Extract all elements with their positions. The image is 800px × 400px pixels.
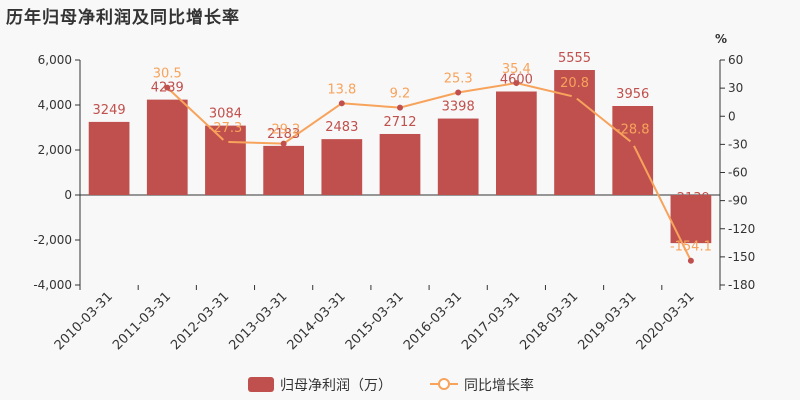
data-labels: 3249 4239 3084 2183 2483 2712 3398 4600 5555 3956… bbox=[93, 51, 712, 255]
point-value-label: -29.2 bbox=[267, 123, 301, 138]
bar bbox=[554, 70, 595, 195]
left-axis-tick-label: -2,000 bbox=[33, 233, 72, 247]
bar bbox=[379, 133, 421, 195]
chart-title: 历年归母净利润及同比增长率 bbox=[6, 8, 240, 28]
right-axis-tick-label: -120 bbox=[728, 222, 755, 236]
line-series bbox=[164, 80, 694, 264]
growth-rate-point bbox=[280, 140, 287, 147]
point-value-label: 25.3 bbox=[444, 72, 473, 87]
x-axis-tick-label: 2017-03-31 bbox=[459, 289, 523, 353]
bar bbox=[496, 91, 537, 195]
left-axis-tick-label: 2,000 bbox=[38, 143, 72, 157]
bar bbox=[612, 105, 654, 195]
point-value-label: 35.4 bbox=[502, 62, 531, 77]
bar bbox=[205, 125, 246, 195]
right-axis-tick-label: 30 bbox=[728, 81, 743, 95]
point-value-label: -28.8 bbox=[616, 122, 650, 137]
growth-rate-point bbox=[629, 140, 636, 147]
bar-value-label: -2139 bbox=[672, 191, 710, 206]
bar bbox=[88, 121, 130, 195]
right-axis-tick-label: -180 bbox=[728, 278, 755, 292]
right-axis-tick-label: -150 bbox=[728, 250, 755, 264]
right-axis-unit: % bbox=[715, 32, 727, 46]
right-axis-tick-label: -90 bbox=[728, 194, 748, 208]
bar-value-label: 2712 bbox=[383, 115, 416, 130]
legend-bar-swatch[interactable] bbox=[248, 377, 274, 392]
growth-rate-point bbox=[571, 93, 578, 100]
x-axis-tick-label: 2014-03-31 bbox=[285, 289, 349, 353]
point-value-label: 20.8 bbox=[560, 76, 589, 91]
bar-value-label: 4600 bbox=[500, 73, 533, 88]
left-axis-tick-label: 6,000 bbox=[38, 53, 72, 67]
bar bbox=[437, 118, 479, 195]
legend-line-marker[interactable] bbox=[438, 378, 450, 390]
right-axis-tick-label: -30 bbox=[728, 137, 748, 151]
legend-bar-label: 归母净利润（万） bbox=[280, 377, 392, 394]
growth-rate-line bbox=[166, 82, 692, 262]
bar-value-label: 3956 bbox=[616, 87, 649, 102]
x-axis-tick-label: 2013-03-31 bbox=[226, 289, 290, 353]
x-axis-tick-label: 2012-03-31 bbox=[168, 289, 232, 353]
growth-rate-point bbox=[338, 100, 345, 107]
growth-rate-point bbox=[513, 80, 520, 87]
right-axis-tick-label: -60 bbox=[728, 166, 748, 180]
bar bbox=[321, 139, 363, 195]
legend[interactable]: 归母净利润（万） 同比增长率 bbox=[248, 377, 534, 394]
right-axis-tick-label: 60 bbox=[728, 53, 743, 67]
x-axis-tick-label: 2019-03-31 bbox=[576, 289, 640, 353]
right-axis-tick-label: 0 bbox=[728, 109, 736, 123]
left-axis-tick-label: 0 bbox=[64, 188, 72, 202]
bar-value-label: 3249 bbox=[93, 103, 126, 118]
x-axis-tick-label: 2010-03-31 bbox=[52, 289, 116, 353]
growth-rate-point bbox=[164, 84, 171, 91]
x-axis-tick-label: 2018-03-31 bbox=[517, 289, 581, 353]
growth-rate-point bbox=[222, 138, 229, 145]
growth-rate-point bbox=[687, 257, 694, 264]
bar bbox=[146, 99, 188, 195]
x-axis-tick-label: 2011-03-31 bbox=[110, 289, 174, 353]
left-axis-tick-label: -4,000 bbox=[33, 278, 72, 292]
point-value-label: 9.2 bbox=[390, 87, 411, 102]
growth-rate-point bbox=[455, 89, 462, 96]
bar-value-label: 2483 bbox=[325, 120, 358, 135]
bar bbox=[263, 145, 304, 195]
point-value-label: 30.5 bbox=[153, 67, 182, 82]
point-value-label: -27.3 bbox=[209, 121, 243, 136]
point-value-label: -154.1 bbox=[670, 240, 712, 255]
x-axis-tick-label: 2016-03-31 bbox=[401, 289, 465, 353]
point-value-label: 13.8 bbox=[327, 82, 356, 97]
bar-value-label: 3084 bbox=[209, 107, 242, 122]
x-axis-tick-label: 2015-03-31 bbox=[343, 289, 407, 353]
growth-rate-point bbox=[397, 104, 403, 111]
bar-value-label: 5555 bbox=[558, 51, 591, 66]
legend-line-label: 同比增长率 bbox=[464, 377, 534, 394]
bar-value-label: 2183 bbox=[267, 127, 300, 142]
bar-value-label: 3398 bbox=[442, 100, 475, 115]
x-axis-tick-label: 2020-03-31 bbox=[634, 289, 698, 353]
left-axis-tick-label: 4,000 bbox=[38, 98, 72, 112]
bar-value-label: 4239 bbox=[151, 81, 184, 96]
